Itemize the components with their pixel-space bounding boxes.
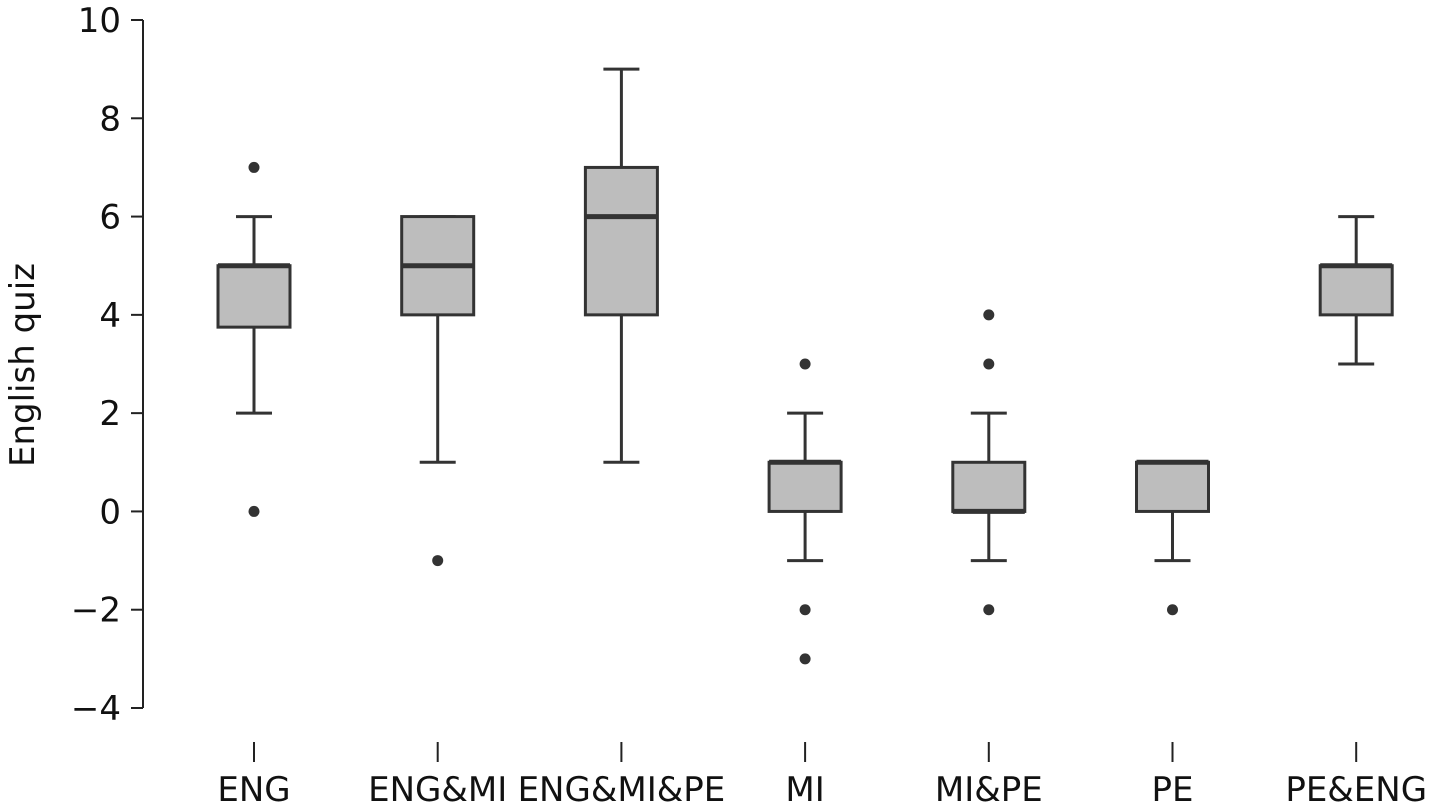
box-mi [767, 358, 843, 665]
outlier-point [799, 604, 811, 616]
y-tick-label: 4 [99, 296, 121, 336]
outlier-point [799, 358, 811, 370]
boxes [216, 67, 1394, 665]
x-tick-label: PE [1152, 770, 1194, 809]
x-tick-label: MI&PE [935, 770, 1043, 809]
x-tick-label: ENG&MI&PE [518, 770, 726, 809]
outlier-point [248, 161, 260, 173]
box-eng-mi-pe [583, 67, 659, 464]
y-tick-label: 0 [99, 492, 121, 532]
box-pe [1135, 459, 1210, 616]
box-mi-pe [951, 309, 1027, 616]
x-tick-label: ENG [217, 770, 290, 809]
y-tick-label: 8 [99, 99, 121, 139]
outlier-point [983, 309, 995, 321]
outlier-point [1167, 604, 1178, 616]
outlier-point [432, 555, 444, 567]
box-pe-eng [1318, 215, 1394, 366]
outlier-point [248, 505, 260, 517]
box-iqr [1135, 460, 1210, 513]
box-eng [216, 161, 292, 517]
x-ticks: ENG ENG&MI ENG&MI&PE MI MI&PE PE PE&ENG [217, 742, 1427, 809]
x-tick-label: MI [785, 770, 824, 809]
outlier-point [983, 358, 995, 370]
y-tick-label: −4 [71, 689, 121, 729]
box-iqr [951, 460, 1027, 513]
y-tick-label: 2 [99, 394, 121, 434]
x-tick-label: PE&ENG [1285, 770, 1427, 809]
y-axis-label: English quiz [3, 263, 43, 467]
x-tick-label: ENG&MI [368, 770, 507, 809]
y-tick-label: 10 [78, 1, 121, 41]
box-iqr [767, 460, 843, 513]
outlier-point [799, 653, 811, 665]
box-iqr [583, 165, 659, 317]
box-eng-mi [400, 215, 476, 567]
y-ticks: −4 −2 0 2 4 6 8 10 [71, 1, 143, 729]
box-iqr [1318, 264, 1394, 317]
y-tick-label: 6 [99, 198, 121, 238]
y-tick-label: −2 [71, 591, 121, 631]
box-iqr [216, 264, 292, 329]
outlier-point [983, 604, 995, 616]
